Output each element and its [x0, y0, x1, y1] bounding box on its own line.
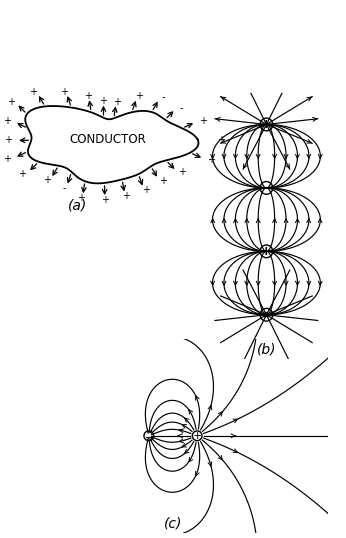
- Text: (b): (b): [257, 343, 276, 357]
- Text: +: +: [78, 193, 85, 203]
- Text: +: +: [199, 116, 207, 126]
- Text: +: +: [261, 245, 272, 258]
- Text: -: -: [264, 310, 269, 320]
- Text: +: +: [29, 87, 37, 97]
- Text: $-$: $-$: [144, 431, 154, 441]
- Text: +: +: [84, 90, 92, 101]
- Text: +: +: [4, 136, 12, 145]
- Text: CONDUCTOR: CONDUCTOR: [69, 133, 146, 146]
- Text: +: +: [101, 195, 109, 205]
- Text: +: +: [261, 118, 272, 131]
- Text: +: +: [99, 96, 108, 106]
- Text: +: +: [142, 185, 150, 195]
- Text: -: -: [63, 183, 66, 193]
- Text: +: +: [19, 169, 27, 179]
- Text: (a): (a): [67, 198, 87, 212]
- Text: +: +: [113, 97, 121, 107]
- Polygon shape: [25, 106, 199, 183]
- Text: -: -: [180, 103, 183, 113]
- Text: +: +: [3, 116, 11, 126]
- Text: +: +: [122, 191, 130, 201]
- Text: +: +: [60, 87, 68, 96]
- Text: +: +: [135, 91, 143, 101]
- Text: +: +: [158, 176, 166, 186]
- Text: +: +: [207, 154, 215, 165]
- Text: +: +: [178, 167, 186, 178]
- Text: $+$: $+$: [192, 430, 202, 441]
- Text: +: +: [217, 135, 225, 145]
- Text: -: -: [161, 93, 165, 102]
- Text: (c): (c): [164, 516, 182, 530]
- Text: +: +: [43, 175, 51, 185]
- Text: +: +: [3, 153, 11, 164]
- Text: -: -: [264, 183, 269, 193]
- Text: +: +: [7, 97, 15, 107]
